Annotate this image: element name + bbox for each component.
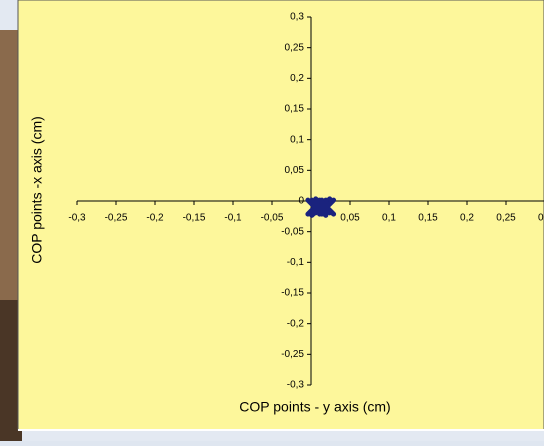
y-tick-label: 0,15 (285, 104, 305, 115)
x-tick-label: -0,05 (261, 213, 284, 224)
y-tick-label: 0 (298, 196, 304, 207)
y-tick-label: 0,05 (285, 165, 305, 176)
x-tick-label: 0,1 (382, 213, 396, 224)
x-tick-label: -0,25 (105, 213, 128, 224)
x-tick-label: -0,3 (68, 213, 86, 224)
y-tick-label: -0,2 (287, 318, 305, 329)
page: {"chart_data": {"type": "scatter", "xlab… (0, 0, 544, 441)
chart: COP points - y axis (cm) COP points -x a… (0, 0, 544, 441)
x-tick-label: 0,15 (418, 213, 438, 224)
y-tick-label: 0,2 (290, 73, 304, 84)
y-tick-label: -0,15 (281, 288, 304, 299)
y-axis-title: COP points -x axis (cm) (29, 116, 45, 264)
x-tick-label: 0,05 (340, 213, 360, 224)
x-tick-label: 0,25 (496, 213, 516, 224)
x-tick-label: 0,2 (460, 213, 474, 224)
x-tick-label: -0,2 (146, 213, 164, 224)
y-tick-label: -0,05 (281, 226, 304, 237)
x-tick-label: -0,1 (224, 213, 242, 224)
y-tick-label: 0,1 (290, 134, 304, 145)
y-tick-label: -0,1 (287, 257, 305, 268)
y-tick-label: -0,25 (281, 349, 304, 360)
x-tick-label: -0,15 (183, 213, 206, 224)
y-tick-label: 0,3 (290, 12, 304, 23)
x-axis-title: COP points - y axis (cm) (239, 399, 390, 415)
y-tick-label: -0,3 (287, 380, 305, 391)
y-tick-label: 0,25 (285, 42, 305, 53)
x-tick-label: 0,3 (538, 213, 544, 224)
